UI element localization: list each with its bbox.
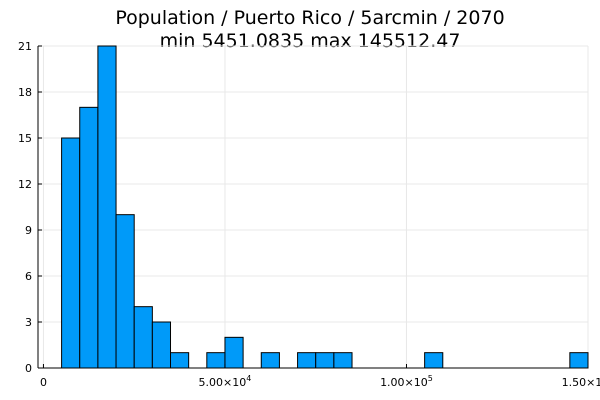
histogram-bar-6 [170, 352, 190, 369]
histogram-bar-0 [61, 137, 81, 369]
histogram-bar-9 [260, 352, 280, 369]
x-tick-label-3: 1.50×105 [562, 374, 600, 389]
axes [37, 45, 589, 369]
histogram-bar-13 [424, 352, 444, 369]
histogram-bar-7 [206, 352, 226, 369]
histogram-bar-14 [569, 352, 589, 369]
histogram-bar-1 [79, 106, 99, 369]
y-tick-label-0: 0 [25, 362, 32, 375]
x-tick-label-0: 0 [40, 376, 47, 389]
histogram-bar-5 [151, 321, 172, 369]
y-tick-label-3: 9 [25, 224, 32, 237]
y-tick-label-7: 21 [18, 40, 32, 53]
x-tick-label-2: 1.00×105 [380, 374, 433, 389]
y-tick-label-2: 6 [25, 270, 32, 283]
y-tick-label-6: 18 [18, 86, 32, 99]
histogram-bar-8 [224, 336, 244, 369]
y-tick-label-5: 15 [18, 132, 32, 145]
y-tick-label-4: 12 [18, 178, 32, 191]
histogram-bar-10 [297, 352, 317, 369]
histogram-bar-12 [333, 352, 353, 369]
chart-title-line-2: min 5451.0835 max 145512.47 [160, 30, 461, 52]
histogram-bars [61, 45, 589, 369]
x-tick-label-1: 5.00×104 [199, 374, 252, 389]
histogram-bar-3 [115, 214, 135, 369]
tick-labels: 0 3 6 9 12 15 18 21 0 5.00×104 1.00×105 1.50×105 [18, 40, 600, 389]
histogram-bar-11 [315, 352, 335, 369]
y-tick-label-1: 3 [25, 316, 32, 329]
histogram-bar-4 [133, 306, 153, 369]
histogram-bar-2 [97, 45, 117, 369]
chart-title-line-1: Population / Puerto Rico / 5arcmin / 207… [115, 7, 504, 29]
